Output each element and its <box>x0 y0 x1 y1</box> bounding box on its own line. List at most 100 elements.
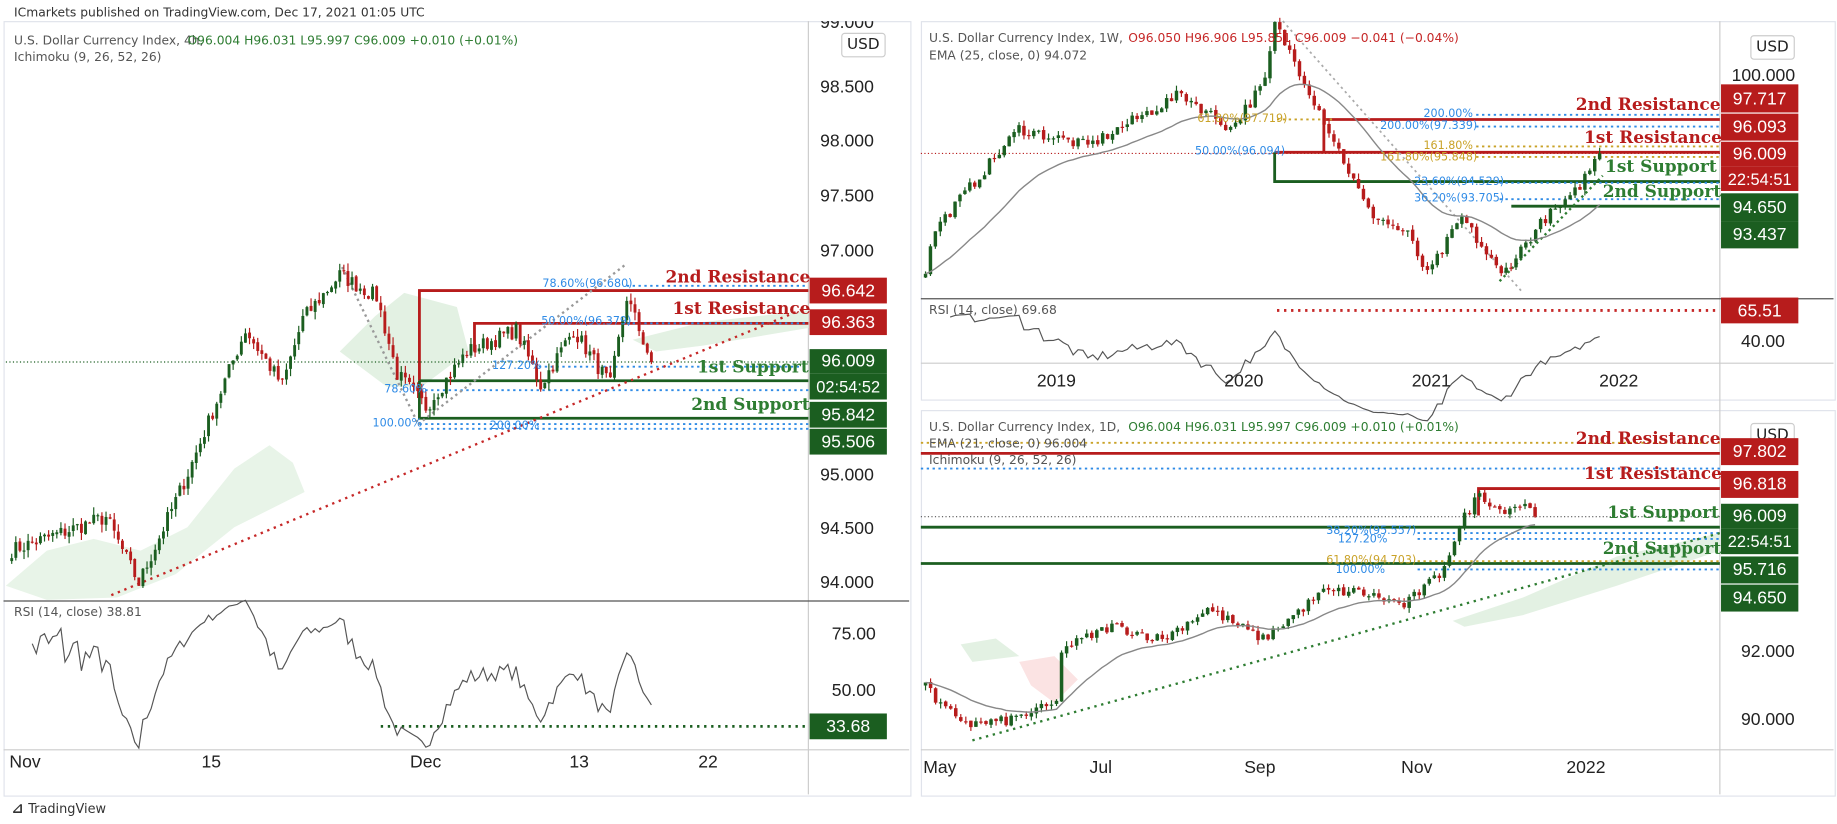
rsi-level-label: 33.68 <box>809 713 887 740</box>
second-support-label: 2nd Support <box>1602 181 1722 202</box>
candle <box>1002 145 1006 156</box>
candle <box>1351 173 1356 179</box>
y-tick: 99.000 <box>820 12 874 33</box>
indicator-label: EMA (21, close, 0) 96.004 <box>929 436 1088 452</box>
candle <box>116 531 120 540</box>
first-support-label: 1st Support <box>1607 502 1720 523</box>
candle <box>1175 627 1180 633</box>
indicator-label: Ichimoku (9, 26, 52, 26) <box>14 50 162 65</box>
first-support-line[interactable] <box>1273 152 1720 183</box>
fib-label: 200.00%(97.339) <box>1380 119 1478 133</box>
level-lines[interactable] <box>418 118 1720 565</box>
candle <box>1130 634 1134 637</box>
x-tick: Sep <box>1244 757 1276 778</box>
first-resistance-label: 1st Resistance <box>672 298 811 319</box>
candle <box>1499 266 1503 274</box>
last-price-label: 96.009 <box>1721 141 1799 167</box>
fib-label: 200.00% <box>489 419 540 433</box>
candle <box>1022 125 1026 136</box>
candle <box>1593 158 1597 172</box>
panel-1d[interactable] <box>920 410 1836 797</box>
candle <box>600 366 604 375</box>
candle <box>1548 208 1553 224</box>
candle <box>1484 246 1489 255</box>
candle <box>1302 75 1307 85</box>
candle <box>1346 591 1351 596</box>
candle <box>387 333 391 344</box>
candle <box>1291 615 1296 620</box>
candle <box>469 344 473 356</box>
candle <box>494 340 498 348</box>
tradingview-logo[interactable]: ⊿ TradingView <box>12 801 106 815</box>
price-label-r2: 97.802 <box>1721 438 1799 466</box>
candle <box>1538 218 1543 230</box>
panel-1w[interactable] <box>920 21 1836 401</box>
candle <box>26 540 30 551</box>
candle <box>1597 153 1602 160</box>
panel-4h[interactable] <box>3 21 912 797</box>
candle <box>1231 615 1235 624</box>
candle <box>1155 111 1159 115</box>
second-resistance-line[interactable] <box>418 289 809 381</box>
candle <box>531 355 534 364</box>
ichimoku-cloud <box>339 292 469 387</box>
candle <box>1105 627 1109 633</box>
candle <box>1292 49 1297 62</box>
rsi-tick: 40.00 <box>1740 331 1785 352</box>
candle <box>539 379 543 390</box>
first-resistance-line[interactable] <box>1477 487 1720 516</box>
candle <box>444 377 448 394</box>
candle <box>948 706 953 709</box>
candle <box>1401 230 1405 232</box>
x-tick: Nov <box>9 752 41 773</box>
candle <box>948 213 952 217</box>
first-support-label: 1st Support <box>1605 156 1717 177</box>
candle <box>170 508 174 512</box>
rsi-label: RSI (14, close) 38.81 <box>14 605 142 620</box>
candle <box>186 476 190 489</box>
candle <box>989 719 993 725</box>
trendline-green-dotted[interactable] <box>972 531 1721 742</box>
candle <box>1071 140 1075 147</box>
candle <box>1241 623 1245 626</box>
candle <box>1432 575 1437 579</box>
bar-countdown: 22:54:51 <box>1721 166 1799 191</box>
candle <box>317 299 321 304</box>
candle <box>362 288 366 296</box>
candle <box>1450 229 1454 238</box>
candle <box>1079 638 1084 640</box>
candle <box>1422 584 1427 596</box>
candle <box>1573 187 1577 196</box>
candle <box>1095 630 1099 638</box>
candle <box>604 366 608 374</box>
candle <box>1410 229 1415 241</box>
candle <box>1286 618 1291 626</box>
candle <box>1504 267 1508 273</box>
second-support-line[interactable] <box>418 380 809 420</box>
candle <box>346 271 350 286</box>
price-label-s1: 95.842 <box>809 401 887 428</box>
candle <box>88 522 92 524</box>
candle <box>79 523 83 533</box>
fib-trend-line[interactable] <box>1282 20 1524 294</box>
candle <box>1034 707 1039 714</box>
candle <box>1061 135 1066 138</box>
candle <box>1120 623 1124 627</box>
candle <box>1100 627 1104 631</box>
y-tick: 94.500 <box>820 519 874 539</box>
candle <box>1159 108 1164 113</box>
candle <box>350 277 354 285</box>
fib-label: 36.20%(93.705) <box>1414 192 1505 206</box>
candle <box>375 286 379 302</box>
fib-label: 200.00% <box>1423 107 1473 121</box>
candle <box>1563 199 1567 207</box>
published-caption: ICmarkets published on TradingView.com, … <box>14 5 425 20</box>
rsi-line <box>949 313 1600 422</box>
candle <box>1417 592 1421 596</box>
currency-button[interactable]: USD <box>841 32 886 58</box>
currency-button[interactable]: USD <box>1750 35 1795 60</box>
y-tick: 94.000 <box>820 572 874 593</box>
candle <box>1246 624 1250 630</box>
candle <box>1110 623 1114 633</box>
